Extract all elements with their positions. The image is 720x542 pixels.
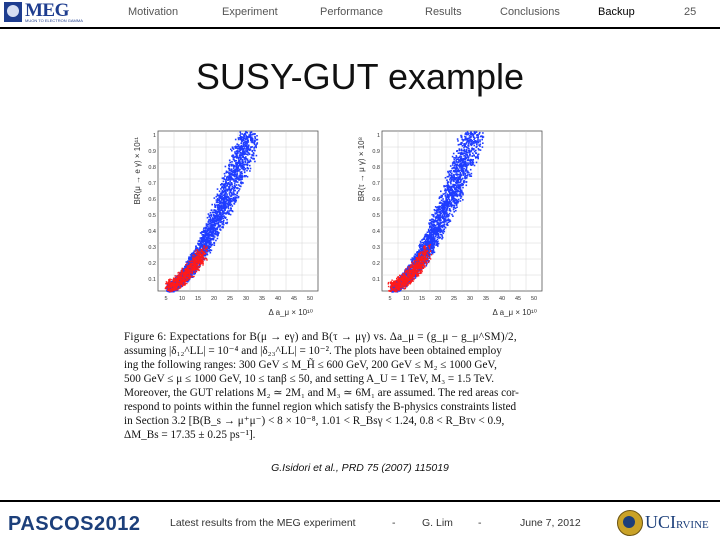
meg-logo-subtext: MUON TO ELECTRON GAMMA [25, 18, 83, 23]
y-tick-label: 0.9 [372, 149, 380, 155]
nav-results[interactable]: Results [425, 6, 462, 18]
y-tick-label: 0.5 [372, 213, 380, 219]
footer-bar: PASCOS2012 Latest results from the MEG e… [0, 500, 720, 542]
x-tick-label: 25 [451, 296, 457, 302]
caption-line: ing the following ranges: 300 GeV ≤ M_H̃… [124, 358, 584, 372]
x-tick-label: 5 [388, 296, 391, 302]
x-tick-label: 30 [243, 296, 249, 302]
meg-emblem-icon [4, 2, 22, 22]
scatter-plot-svg: 5 10 15 20 25 30 35 40 45 50 1 0.9 0.8 0.7 0.6 0.5 0.4 0.… [352, 125, 552, 320]
x-tick-label: 25 [227, 296, 233, 302]
uci-seal-icon [617, 510, 643, 536]
y-axis-label: BR(μ → e γ) × 10¹¹ [133, 137, 142, 205]
y-axis-label: BR(τ → μ γ) × 10⁸ [357, 137, 366, 201]
x-axis-label: Δ a_μ × 10¹⁰ [268, 308, 313, 317]
caption-line: assuming |δ₁₂^LL| = 10⁻⁴ and |δ₂₃^LL| = … [124, 344, 584, 358]
y-tick-label: 0.9 [148, 149, 156, 155]
x-tick-label: 10 [179, 296, 185, 302]
x-tick-label: 40 [275, 296, 281, 302]
page-number: 25 [684, 6, 696, 18]
y-tick-label: 0.1 [148, 277, 156, 283]
footer-separator: - [392, 517, 396, 529]
x-tick-label: 30 [467, 296, 473, 302]
caption-line: ΔM_Bs = 17.35 ± 0.25 ps⁻¹]. [124, 428, 584, 442]
nav-backup[interactable]: Backup [598, 6, 635, 18]
figure-caption: Figure 6: Expectations for B(μ → eγ) and… [124, 330, 584, 456]
y-tick-label: 0.4 [148, 229, 156, 235]
caption-line: in Section 3.2 [B(B_s → μ⁺μ⁻) < 8 × 10⁻⁸… [124, 414, 584, 428]
talk-title: Latest results from the MEG experiment [170, 517, 356, 529]
y-tick-label: 0.1 [372, 277, 380, 283]
caption-line: Moreover, the GUT relations M₂ ≃ 2M₁ and… [124, 386, 584, 400]
nav-performance[interactable]: Performance [320, 6, 383, 18]
y-tick-label: 0.3 [372, 245, 380, 251]
y-tick-label: 0.7 [372, 181, 380, 187]
x-axis-label: Δ a_μ × 10¹⁰ [492, 308, 537, 317]
header-bar: MEG MUON TO ELECTRON GAMMA Motivation Ex… [0, 0, 720, 29]
y-tick-label: 0.2 [372, 261, 380, 267]
caption-line: Figure 6: Expectations for B(μ → eγ) and… [124, 330, 584, 344]
author-name: G. Lim [422, 517, 453, 529]
y-tick-label: 0.7 [148, 181, 156, 187]
y-tick-label: 0.8 [148, 165, 156, 171]
talk-date: June 7, 2012 [520, 517, 581, 529]
y-tick-label: 0.8 [372, 165, 380, 171]
x-tick-label: 15 [419, 296, 425, 302]
x-tick-label: 50 [307, 296, 313, 302]
x-tick-label: 5 [164, 296, 167, 302]
y-tick-label: 0.6 [148, 197, 156, 203]
citation: G.Isidori et al., PRD 75 (2007) 115019 [0, 462, 720, 474]
footer-separator: - [478, 517, 482, 529]
nav-conclusions[interactable]: Conclusions [500, 6, 560, 18]
y-tick-label: 1 [377, 133, 380, 139]
y-tick-label: 0.5 [148, 213, 156, 219]
x-tick-label: 20 [435, 296, 441, 302]
y-tick-label: 1 [153, 133, 156, 139]
uci-logo-text: UCIRVINE [645, 512, 709, 533]
plot-br-tau-mu-gamma: 5 10 15 20 25 30 35 40 45 50 1 0.9 0.8 0.7 0.6 0.5 0.4 0.… [352, 125, 552, 320]
x-tick-label: 20 [211, 296, 217, 302]
x-tick-label: 45 [291, 296, 297, 302]
uci-logo: UCIRVINE [617, 510, 713, 536]
x-tick-label: 35 [259, 296, 265, 302]
x-tick-label: 45 [515, 296, 521, 302]
y-tick-label: 0.4 [372, 229, 380, 235]
scatter-plot-svg: 5 10 15 20 25 30 35 40 45 50 1 0.9 0.8 0.7 0.6 0.5 0.4 0.… [128, 125, 328, 320]
x-tick-label: 35 [483, 296, 489, 302]
slide-title: SUSY-GUT example [0, 56, 720, 98]
y-tick-label: 0.2 [148, 261, 156, 267]
x-tick-label: 10 [403, 296, 409, 302]
meg-logo[interactable]: MEG MUON TO ELECTRON GAMMA [4, 2, 80, 22]
nav-motivation[interactable]: Motivation [128, 6, 178, 18]
caption-line: 500 GeV ≤ μ ≤ 1000 GeV, 10 ≤ tanβ ≤ 50, … [124, 372, 584, 386]
y-tick-label: 0.6 [372, 197, 380, 203]
y-tick-label: 0.3 [148, 245, 156, 251]
x-tick-label: 40 [499, 296, 505, 302]
pascos-year: 2012 [94, 513, 141, 535]
pascos-name: PASCOS [8, 513, 94, 535]
plot-br-mu-e-gamma: 5 10 15 20 25 30 35 40 45 50 1 0.9 0.8 0.7 0.6 0.5 0.4 0.… [128, 125, 328, 320]
nav-experiment[interactable]: Experiment [222, 6, 278, 18]
x-tick-label: 50 [531, 296, 537, 302]
uci-suffix: RVINE [676, 519, 709, 531]
x-tick-label: 15 [195, 296, 201, 302]
pascos-logo: PASCOS2012 [8, 513, 140, 536]
caption-line: respond to points within the funnel regi… [124, 400, 584, 414]
uci-name: UCI [645, 512, 676, 532]
